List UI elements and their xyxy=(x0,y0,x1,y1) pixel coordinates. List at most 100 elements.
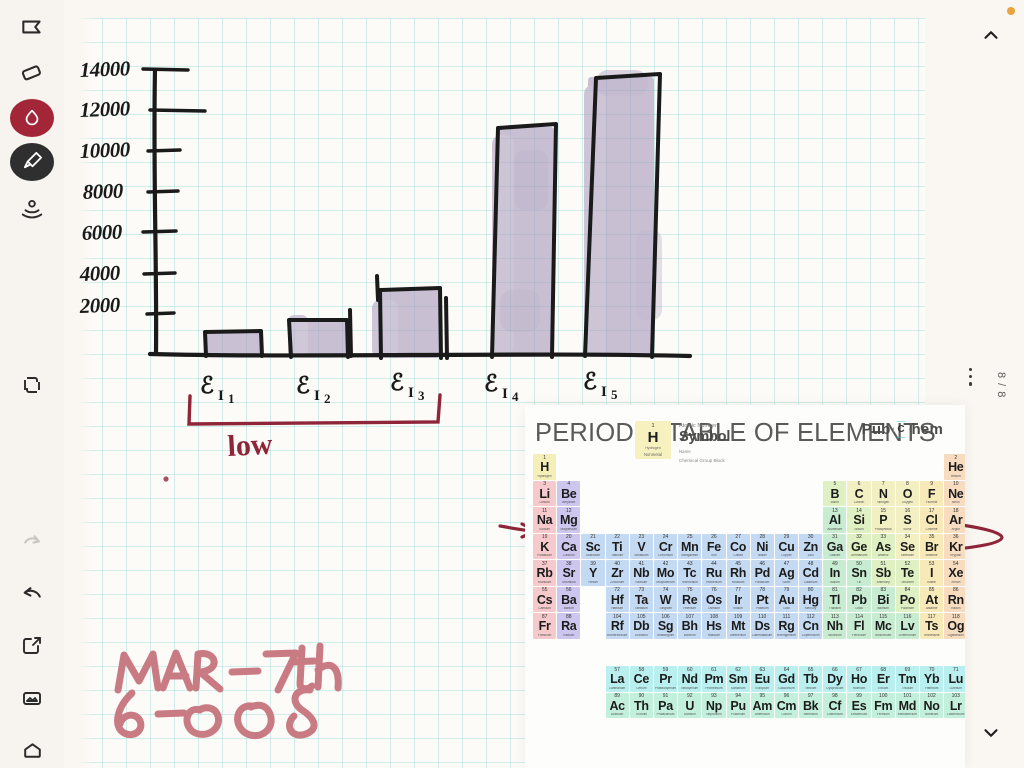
home-icon[interactable] xyxy=(10,730,54,768)
element-cell-Eu: 63 Eu Europium xyxy=(750,666,774,692)
element-name: Tin xyxy=(856,580,862,584)
element-name: Osmium xyxy=(707,607,720,611)
shapes-icon[interactable] xyxy=(10,366,54,404)
element-number: 54 xyxy=(953,560,959,567)
element-name: Titanium xyxy=(611,554,624,558)
element-cell-Si: 14 Si Silicon xyxy=(847,507,871,533)
element-symbol: Al xyxy=(828,513,841,528)
element-number: 82 xyxy=(856,587,862,594)
element-symbol: Tl xyxy=(829,592,841,607)
element-cell-He: 2 He Helium xyxy=(944,454,965,480)
element-name: Nitrogen xyxy=(877,501,890,505)
periodic-table-image[interactable]: PERIODIC TABLE OF ELEMENTS 1 H Hydrogen 2 He… xyxy=(525,405,965,768)
element-cell-Na: 11 Na Sodium xyxy=(533,507,557,533)
element-name: Ytterbium xyxy=(924,686,939,690)
element-number: 118 xyxy=(951,613,960,620)
element-symbol: Lr xyxy=(949,698,962,713)
element-symbol: At xyxy=(925,592,938,607)
element-cell-Rh: 45 Rh Rhodium xyxy=(726,560,750,586)
pubchem-post: hem xyxy=(911,421,943,438)
element-name: Platinum xyxy=(756,607,769,611)
page-indicator: 8 / 8 xyxy=(995,372,1007,399)
element-symbol: Hs xyxy=(706,619,722,634)
element-symbol: Db xyxy=(633,619,650,634)
element-symbol: U xyxy=(685,698,695,713)
element-cell-Be: 4 Be Beryllium xyxy=(557,480,581,506)
element-number: 42 xyxy=(662,560,669,567)
element-number: 114 xyxy=(855,613,864,620)
insert-image-icon[interactable] xyxy=(10,679,54,717)
element-cell-Sg: 106 Sg Seaborgium xyxy=(653,613,678,639)
element-cell-Ir: 77 Ir Iridium xyxy=(726,586,750,612)
element-number: 116 xyxy=(903,613,912,620)
element-cell-La: 57 La Lanthanum xyxy=(605,666,629,692)
left-toolbar[interactable] xyxy=(0,0,64,768)
element-symbol: Na xyxy=(536,513,553,528)
element-number: 55 xyxy=(541,587,548,594)
page-options-menu-icon[interactable] xyxy=(968,368,972,386)
element-symbol: Ac xyxy=(609,698,625,713)
element-name: Dubnium xyxy=(634,633,648,637)
element-cell-In: 49 In Indium xyxy=(823,560,847,586)
element-symbol: Li xyxy=(539,486,550,501)
element-cell-U: 92 U Uranium xyxy=(678,692,702,718)
element-symbol: Np xyxy=(705,698,722,713)
element-number: 39 xyxy=(590,560,596,567)
element-cell-Re: 75 Re Rhenium xyxy=(678,586,702,612)
element-name: Praseodymium xyxy=(654,686,677,690)
element-cell-Mg: 12 Mg Magnesium xyxy=(557,507,581,533)
lasso-select-icon[interactable] xyxy=(10,8,54,46)
element-symbol: Ho xyxy=(850,672,868,687)
element-cell-Bk: 97 Bk Berkelium xyxy=(799,692,823,718)
element-cell-Mn: 25 Mn Manganese xyxy=(678,533,702,559)
element-name: Iron xyxy=(711,554,717,558)
element-number: 87 xyxy=(541,613,548,620)
page-up-chevron-icon[interactable] xyxy=(980,24,1002,51)
element-number: 6 xyxy=(857,481,861,488)
laser-pointer-icon[interactable] xyxy=(10,189,54,227)
element-cell-Pu: 94 Pu Plutonium xyxy=(726,692,750,718)
element-cell-Cs: 55 Cs Caesium xyxy=(533,586,557,612)
redo-icon[interactable] xyxy=(10,524,54,562)
element-name: Strontium xyxy=(561,580,576,584)
element-cell-Cd: 48 Cd Cadmium xyxy=(799,560,823,586)
element-name: Hydrogen xyxy=(537,474,552,478)
element-cell-Cn: 112 Cn Copernicium xyxy=(799,613,823,639)
element-cell-Nh: 113 Nh Nihonium xyxy=(823,613,847,639)
element-number: 81 xyxy=(832,587,838,594)
share-icon[interactable] xyxy=(10,627,54,665)
element-name: Sulfur xyxy=(903,527,912,531)
element-name: Holmium xyxy=(852,686,866,690)
element-cell-Rb: 37 Rb Rubidium xyxy=(533,560,557,586)
element-symbol: Tb xyxy=(803,672,818,687)
element-name: Americium xyxy=(754,713,770,717)
page-down-chevron-icon[interactable] xyxy=(980,722,1002,749)
legend-label-block: Chemical Group Block xyxy=(679,458,725,463)
element-cell-Sm: 62 Sm Samarium xyxy=(726,666,750,692)
element-symbol: W xyxy=(659,592,672,607)
element-symbol: Dy xyxy=(827,672,843,687)
highlighter-pen-icon[interactable] xyxy=(10,142,54,181)
element-number: 95 xyxy=(759,693,766,700)
element-number: 47 xyxy=(783,560,790,567)
element-cell-Cm: 96 Cm Curium xyxy=(774,692,799,718)
element-cell-Np: 93 Np Neptunium xyxy=(702,692,726,718)
element-cell-Xe: 54 Xe Xenon xyxy=(944,560,965,586)
undo-icon[interactable] xyxy=(10,575,54,613)
element-name: Rutherfordium xyxy=(607,633,628,637)
eraser-icon[interactable] xyxy=(10,54,54,92)
element-cell-Hs: 108 Hs Hassium xyxy=(702,613,726,639)
element-symbol: H xyxy=(540,460,549,475)
element-number: 115 xyxy=(879,613,888,620)
ink-color-icon[interactable] xyxy=(10,99,54,137)
element-symbol: Nb xyxy=(633,566,650,581)
pubchem-logo: Pub C hem xyxy=(862,421,943,438)
element-symbol: Ge xyxy=(850,539,868,554)
element-number: 76 xyxy=(711,587,717,594)
element-name: Caesium xyxy=(538,607,551,611)
element-cell-Y: 39 Y Yttrium xyxy=(581,560,605,586)
element-symbol: Gd xyxy=(778,672,795,687)
element-cell-Tl: 81 Tl Thallium xyxy=(823,586,847,612)
element-cell-Se: 34 Se Selenium xyxy=(895,533,919,559)
element-symbol: Po xyxy=(899,592,916,607)
